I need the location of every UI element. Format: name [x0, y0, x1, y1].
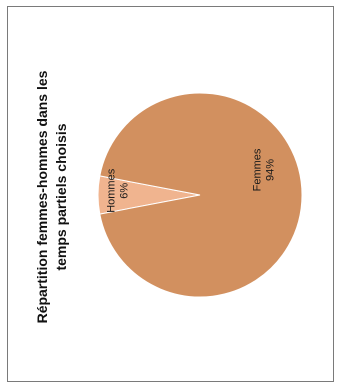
pie-labels: Femmes 94% Hommes 6% — [106, 148, 277, 213]
pie-label-name-hommes: Hommes — [106, 168, 118, 213]
pie-label-value-femmes: 94% — [265, 159, 277, 181]
chart-title-line-1: Répartition femmes-hommes dans les — [34, 70, 50, 323]
chart-title-line-2: temps partiels choisis — [53, 123, 69, 270]
pie-slices — [97, 92, 303, 298]
pie-label-name-femmes: Femmes — [252, 148, 264, 191]
chart-title: Répartition femmes-hommes dans les temps… — [34, 70, 69, 323]
pie-label-value-hommes: 6% — [119, 183, 131, 199]
pie-slice-femmes — [99, 92, 303, 298]
pie-label-hommes: Hommes 6% — [106, 168, 131, 213]
pie-label-femmes: Femmes 94% — [252, 148, 277, 191]
